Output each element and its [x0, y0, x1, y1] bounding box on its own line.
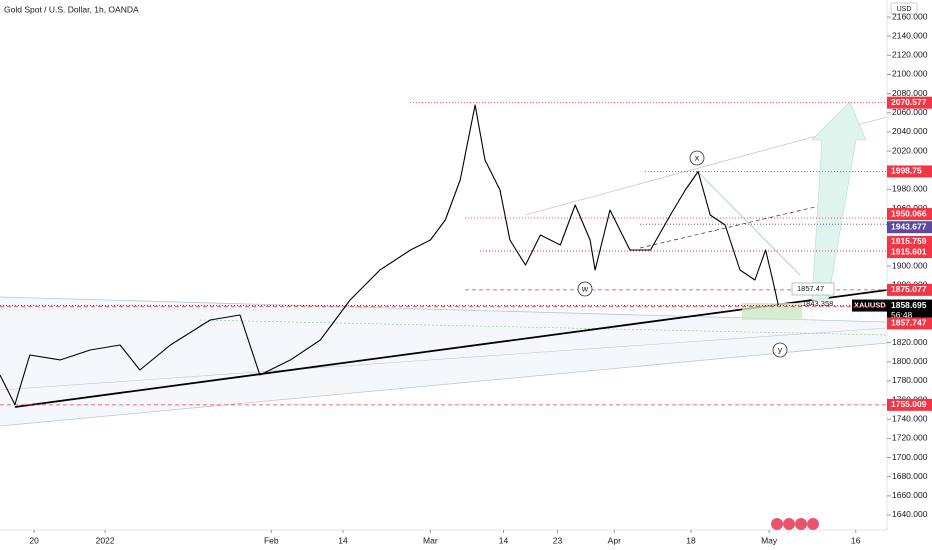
price-line	[0, 104, 779, 406]
y-tick-label: 1900.000	[892, 260, 928, 270]
price-label-box	[887, 96, 932, 109]
support-line	[14, 289, 888, 408]
price-label: 2070.577	[891, 97, 927, 107]
channel	[0, 297, 887, 426]
y-tick-label: 1720.000	[892, 433, 928, 443]
y-tick-label: 1640.000	[892, 509, 928, 519]
wave-circle	[689, 150, 705, 166]
y-tick-label: 1680.000	[892, 471, 928, 481]
projection-arrow	[811, 101, 867, 301]
flag-icon	[783, 518, 795, 530]
y-tick-label: 1800.000	[892, 356, 928, 366]
price-label: 1950.066	[891, 208, 927, 218]
flags	[771, 518, 819, 530]
x-tick-label: 2022	[96, 535, 115, 545]
price-label-box	[887, 208, 932, 221]
chart-title: Gold Spot / U.S. Dollar, 1h, OANDA	[4, 4, 139, 14]
callout: 1857.47	[797, 284, 824, 293]
y-tick-label: 2040.000	[892, 126, 928, 136]
price-label: 1915.601	[891, 246, 927, 256]
flag-icon	[795, 518, 807, 530]
drawings	[0, 0, 918, 531]
x-tick-label: 14	[338, 535, 348, 545]
symbol-box	[852, 299, 887, 312]
price-label: 1755.009	[891, 399, 927, 409]
y-tick-label: 2140.000	[892, 30, 928, 40]
y-tick-label: 2060.000	[892, 107, 928, 117]
y-tick-label: 1980.000	[892, 184, 928, 194]
price-label: 1915.759	[891, 236, 927, 246]
currency-box	[890, 2, 918, 15]
x-tick-label: 18	[686, 535, 696, 545]
x-tick-label: May	[761, 535, 778, 545]
price-label: 1943.677	[891, 221, 927, 231]
price-label-box	[887, 221, 932, 234]
channel-line	[0, 327, 888, 391]
wave-circle	[577, 281, 593, 297]
trend-line	[639, 202, 833, 249]
flag-icon	[807, 518, 819, 530]
flag-icon	[771, 518, 783, 530]
symbol-label: XAUUSD	[854, 301, 886, 310]
x-tick-label: 23	[553, 535, 563, 545]
wave-label: x	[695, 152, 700, 162]
channel-line	[0, 342, 888, 427]
countdown: 56:48	[891, 310, 913, 320]
y-tick-label: 1740.000	[892, 413, 928, 423]
channel-line	[0, 296, 888, 323]
price-label-box	[887, 299, 932, 322]
price-label-box	[887, 398, 932, 411]
target-zone	[742, 303, 802, 320]
y-tick-label: 1700.000	[892, 452, 928, 462]
trend-line	[697, 171, 801, 276]
y-tick-label: 1660.000	[892, 490, 928, 500]
currency: USD	[897, 6, 912, 13]
price-label: 1858.695	[891, 300, 927, 310]
x-tick-label: 14	[499, 535, 509, 545]
price-label-box	[887, 317, 932, 330]
y-tick-label: 1780.000	[892, 375, 928, 385]
fib-line	[199, 319, 888, 336]
x-tick-label: 20	[29, 535, 39, 545]
x-tick-label: Apr	[608, 535, 621, 545]
x-tick-label: Feb	[264, 535, 279, 545]
wave-label: y	[778, 344, 783, 354]
y-tick-label: 2120.000	[892, 50, 928, 60]
y-tick-label: 2100.000	[892, 69, 928, 79]
price-label: 1857.747	[891, 318, 927, 328]
x-tick-label: Mar	[423, 535, 438, 545]
y-tick-label: 2080.000	[892, 88, 928, 98]
y-tick-label: 2160.000	[892, 11, 928, 21]
price-label-box	[887, 165, 932, 178]
callout: 1843.358	[802, 299, 833, 308]
y-tick-label: 1960.000	[892, 203, 928, 213]
price-label-box	[887, 246, 932, 259]
y-tick-label: 2020.000	[892, 145, 928, 155]
wave-label: w	[581, 283, 589, 293]
callout-box	[791, 282, 835, 296]
price-label: 1998.75	[891, 166, 922, 176]
price-label-box	[887, 283, 932, 296]
price-label: 1875.077	[891, 284, 927, 294]
x-tick-label: 16	[851, 535, 861, 545]
price-label-box	[887, 235, 932, 248]
y-tick-label: 1820.000	[892, 337, 928, 347]
wave-circle	[772, 342, 788, 358]
